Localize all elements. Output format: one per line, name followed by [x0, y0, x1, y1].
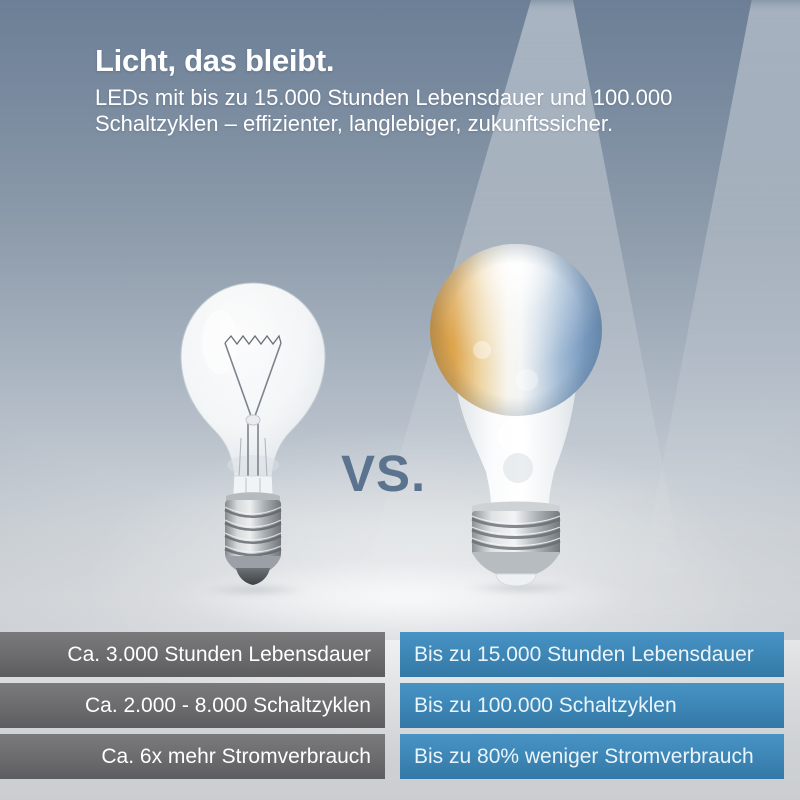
- page-title: Licht, das bleibt.: [95, 43, 335, 78]
- subtitle-line-1: LEDs mit bis zu 15.000 Stunden Lebensdau…: [95, 85, 673, 110]
- comparison-table: Ca. 3.000 Stunden Lebensdauer Bis zu 15.…: [0, 632, 800, 785]
- led-bulb-image: [430, 244, 602, 587]
- incandescent-bulb-shadow: [185, 583, 325, 597]
- old-bulb-cell: Ca. 6x mehr Stromverbrauch: [0, 734, 385, 779]
- subtitle: LEDs mit bis zu 15.000 Stunden Lebensdau…: [95, 85, 672, 137]
- led-bulb-shadow: [445, 581, 595, 595]
- new-bulb-cell: Bis zu 80% weniger Stromverbrauch: [400, 734, 784, 779]
- headline-block: Licht, das bleibt. LEDs mit bis zu 15.00…: [95, 44, 672, 137]
- subtitle-line-2: Schaltzyklen – effizienter, langlebiger,…: [95, 111, 614, 136]
- vs-label: VS.: [341, 445, 427, 502]
- comparison-row: Ca. 6x mehr Stromverbrauch Bis zu 80% we…: [0, 734, 800, 779]
- comparison-row: Ca. 3.000 Stunden Lebensdauer Bis zu 15.…: [0, 632, 800, 677]
- old-bulb-cell: Ca. 3.000 Stunden Lebensdauer: [0, 632, 385, 677]
- new-bulb-cell: Bis zu 15.000 Stunden Lebensdauer: [400, 632, 784, 677]
- cell-divider: [385, 632, 400, 677]
- comparison-row: Ca. 2.000 - 8.000 Schaltzyklen Bis zu 10…: [0, 683, 800, 728]
- new-bulb-cell: Bis zu 100.000 Schaltzyklen: [400, 683, 784, 728]
- cell-divider: [385, 683, 400, 728]
- old-bulb-cell: Ca. 2.000 - 8.000 Schaltzyklen: [0, 683, 385, 728]
- cell-divider: [385, 734, 400, 779]
- incandescent-bulb-image: [180, 282, 326, 585]
